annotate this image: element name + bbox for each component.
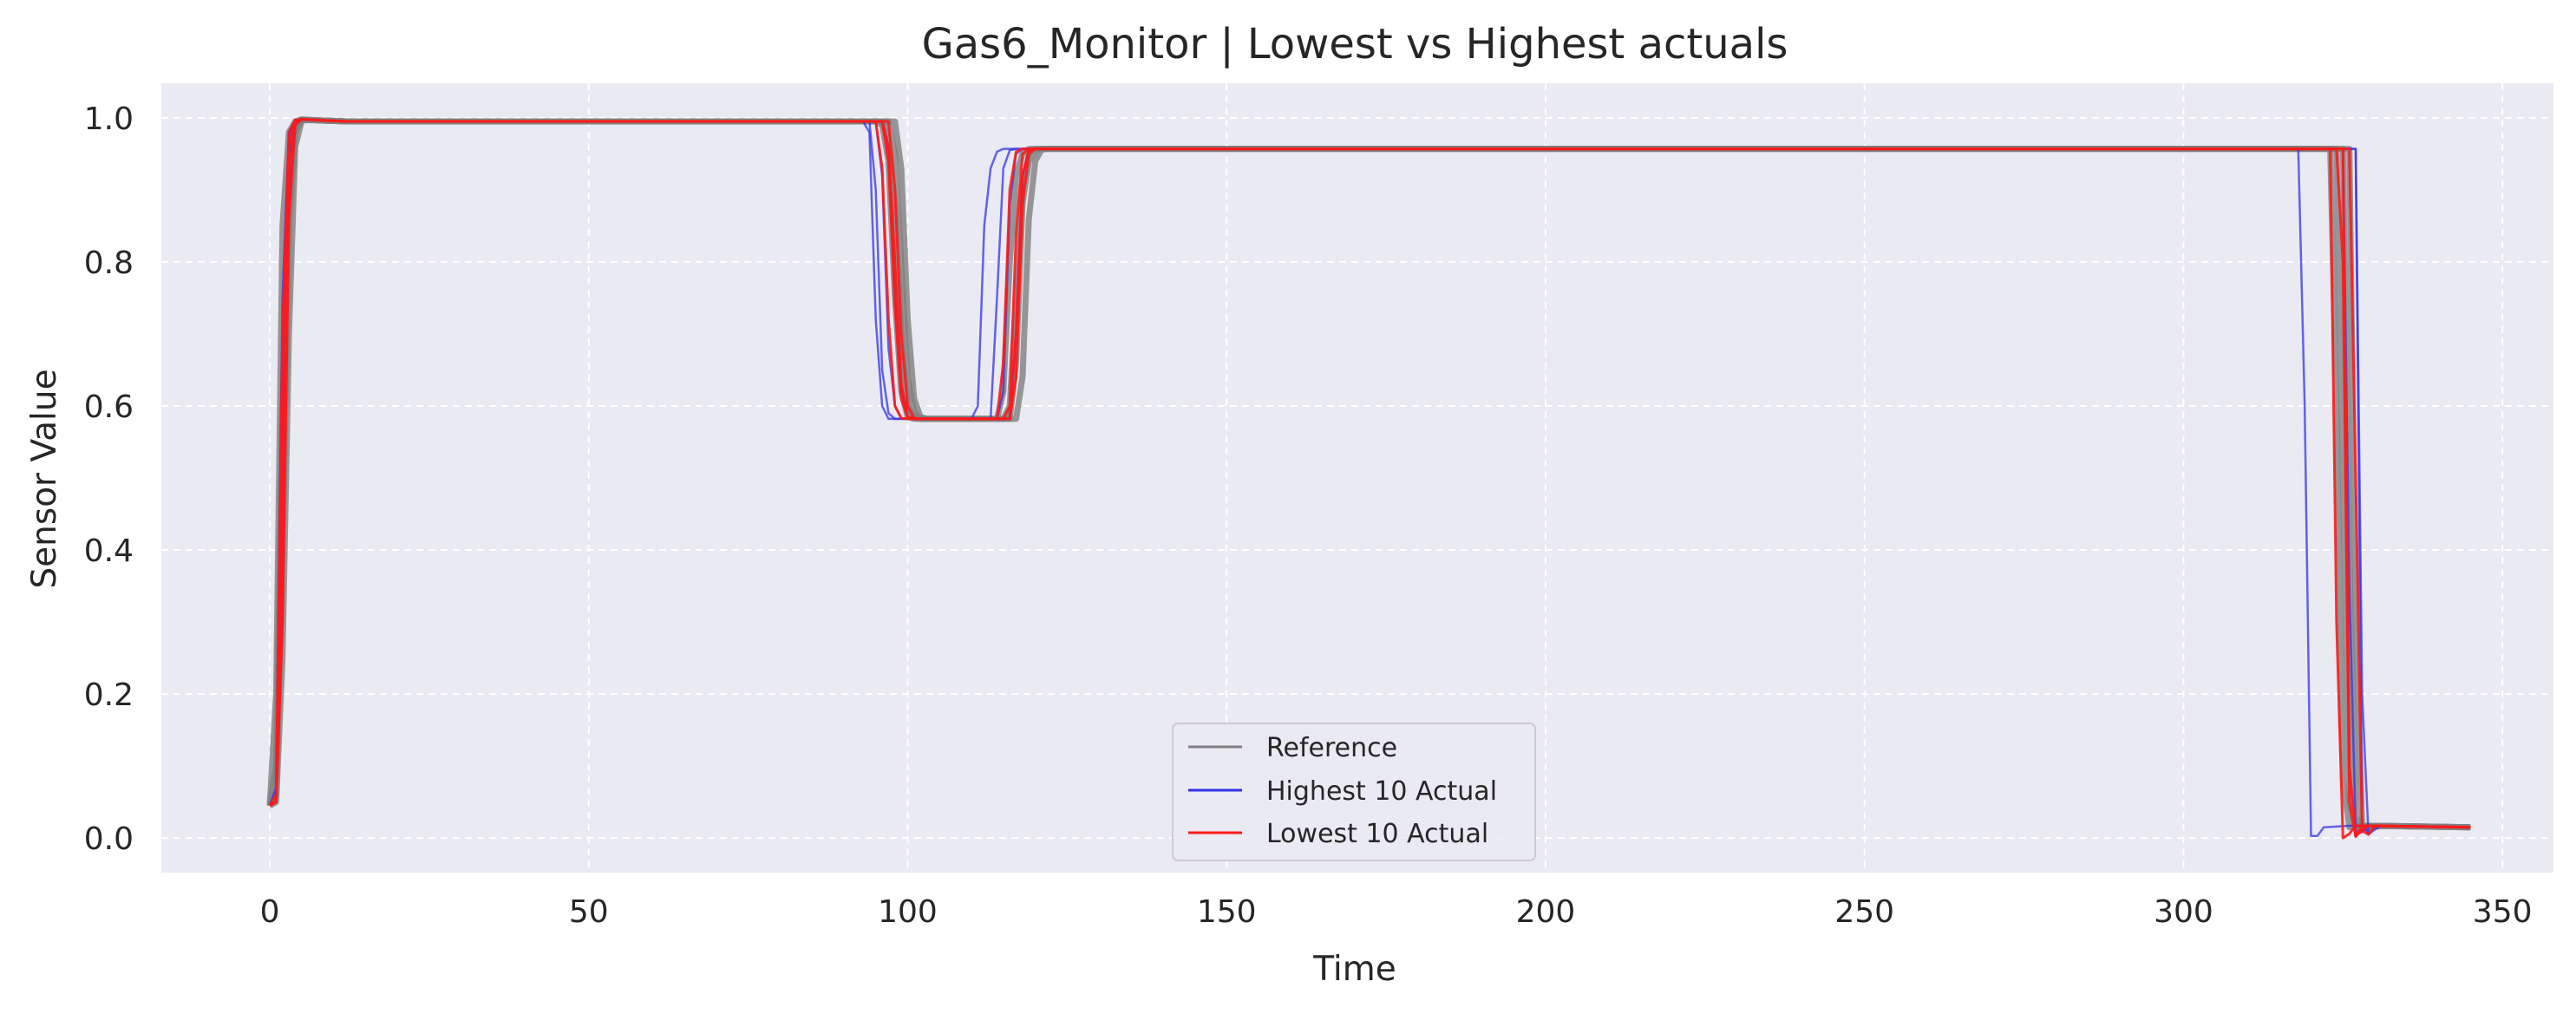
x-tick-label: 300 — [2154, 894, 2213, 930]
legend-label-reference: Reference — [1266, 733, 1397, 763]
y-tick-label: 0.8 — [84, 245, 134, 281]
y-tick-label: 0.6 — [84, 389, 134, 425]
x-tick-label: 250 — [1834, 894, 1894, 930]
y-tick-label: 0.0 — [84, 821, 134, 857]
legend-box — [1172, 723, 1536, 861]
series-line-lowest — [269, 118, 2471, 836]
y-tick-label: 0.2 — [84, 677, 134, 713]
legend-label-lowest: Lowest 10 Actual — [1266, 819, 1488, 849]
y-tick-label: 1.0 — [84, 101, 134, 137]
y-tick-label: 0.4 — [84, 533, 134, 569]
x-tick-label: 200 — [1516, 894, 1576, 930]
chart-title: Gas6_Monitor | Lowest vs Highest actuals — [922, 20, 1788, 69]
x-tick-label: 150 — [1197, 894, 1257, 930]
x-tick-label: 100 — [878, 894, 938, 930]
x-axis-ticks: 0 50 100 150 200 250 300 350 — [260, 894, 2533, 930]
x-tick-label: 350 — [2473, 894, 2533, 930]
legend: Reference Highest 10 Actual Lowest 10 Ac… — [1172, 723, 1536, 861]
x-axis-label: Time — [1312, 950, 1396, 989]
x-tick-label: 50 — [569, 894, 609, 930]
series-lines — [266, 116, 2471, 840]
legend-label-highest: Highest 10 Actual — [1266, 776, 1497, 807]
y-axis-label: Sensor Value — [25, 369, 64, 588]
y-axis-ticks: 0.0 0.2 0.4 0.6 0.8 1.0 — [84, 101, 134, 857]
x-tick-label: 0 — [260, 894, 280, 930]
